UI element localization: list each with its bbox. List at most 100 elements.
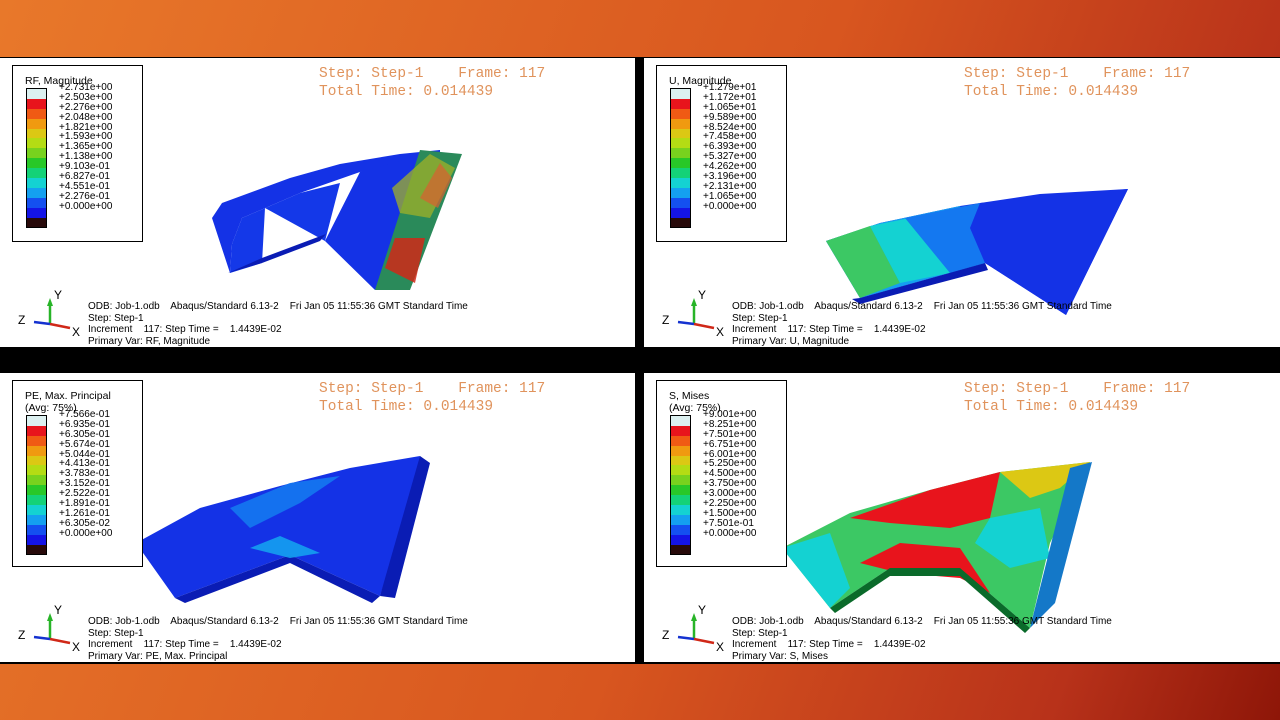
total-time-line: Total Time: 0.014439 (964, 399, 1139, 415)
step-frame-line: Step: Step-1 Frame: 117 (964, 381, 1191, 397)
odb-info-block: ODB: Job-1.odb Abaqus/Standard 6.13-2 Fr… (88, 616, 468, 662)
x-axis-label: X (716, 325, 724, 339)
legend-swatch (671, 455, 690, 466)
legend-value: +4.551e-01 (59, 180, 110, 192)
y-axis-label: Y (54, 290, 62, 302)
legend-title: S, Mises (Avg: 75%) (669, 390, 721, 414)
legend-swatch (671, 445, 690, 456)
coordinate-triad[interactable]: X Y Z (662, 605, 726, 657)
legend-value: +6.935e-01 (59, 418, 110, 430)
increment-line: Increment 117: Step Time = 1.4439E-02 (732, 639, 926, 650)
primary-var: Primary Var: S, Mises (732, 650, 828, 662)
legend-value: +5.674e-01 (59, 438, 110, 450)
fem-model-contour[interactable] (0, 373, 635, 662)
legend-value: +4.413e-01 (59, 458, 110, 470)
legend-value: +0.000e+00 (59, 200, 113, 212)
coordinate-triad[interactable]: X Y Z (662, 290, 726, 342)
viewport-u-magnitude[interactable]: U, Magnitude +1.279e+01 +1.172e+01 +1.065e+… (644, 58, 1280, 347)
legend-value: +3.000e+00 (703, 488, 757, 500)
viewport-rf-magnitude[interactable]: RF, Magnitude +2.731e+00 +2.503e+00 +2.276e… (0, 58, 635, 347)
legend-swatch (671, 138, 690, 149)
legend-swatch (671, 544, 690, 555)
y-axis-label: Y (698, 605, 706, 617)
x-axis-label: X (72, 325, 80, 339)
increment-line: Increment 117: Step Time = 1.4439E-02 (88, 639, 282, 650)
legend-swatch (671, 178, 690, 188)
legend-swatch (671, 148, 690, 159)
legend-swatch (671, 187, 690, 198)
legend-value: +1.261e-01 (59, 507, 110, 519)
legend-value: +6.393e+00 (703, 141, 757, 153)
viewport-s-mises[interactable]: S, Mises (Avg: 75%) +9.001e+00 +8.251e+00 +… (644, 373, 1280, 662)
legend-value: +2.276e+00 (59, 101, 113, 113)
legend-swatch (27, 524, 46, 535)
legend-value: +6.305e-01 (59, 428, 110, 440)
x-axis-label: X (716, 640, 724, 654)
legend-swatch (671, 416, 690, 426)
legend-value: +3.750e+00 (703, 478, 757, 490)
legend-value: +2.522e-01 (59, 488, 110, 500)
x-axis-label: X (72, 640, 80, 654)
odb-line: ODB: Job-1.odb Abaqus/Standard 6.13-2 Fr… (88, 301, 468, 312)
odb-line: ODB: Job-1.odb Abaqus/Standard 6.13-2 Fr… (732, 616, 1112, 627)
legend-value: +1.065e+01 (703, 101, 757, 113)
odb-info-block: ODB: Job-1.odb Abaqus/Standard 6.13-2 Fr… (88, 301, 468, 347)
legend-value: +6.305e-02 (59, 517, 110, 529)
odb-info-block: ODB: Job-1.odb Abaqus/Standard 6.13-2 Fr… (732, 616, 1112, 662)
legend-title: PE, Max. Principal (Avg: 75%) (25, 390, 111, 414)
fem-model-contour[interactable] (0, 58, 635, 347)
legend-value: +1.172e+01 (703, 91, 757, 103)
fem-model-contour[interactable] (644, 373, 1280, 662)
legend-value: +9.001e+00 (703, 409, 757, 420)
legend-swatch (27, 108, 46, 119)
viewport-pe-max-principal[interactable]: PE, Max. Principal (Avg: 75%) +7.566e-01 +… (0, 373, 635, 662)
legend-labels: +9.001e+00 +8.251e+00 +7.501e+00 +6.751e+00… (703, 410, 756, 539)
coordinate-triad[interactable]: X Y Z (18, 290, 82, 342)
increment-line: Increment 117: Step Time = 1.4439E-02 (732, 324, 926, 335)
legend-value: +1.821e+00 (59, 121, 113, 133)
legend-swatch (671, 465, 690, 476)
legend-swatch (27, 178, 46, 188)
legend-value: +2.503e+00 (59, 91, 113, 103)
legend-swatch (27, 187, 46, 198)
legend-value: +2.131e+00 (703, 180, 757, 192)
legend-swatch (671, 207, 690, 218)
legend-swatch (27, 98, 46, 109)
legend-swatch (27, 128, 46, 139)
primary-var: Primary Var: RF, Magnitude (88, 335, 211, 347)
step-frame-line: Step: Step-1 Frame: 117 (319, 66, 546, 82)
legend-color-bar (670, 415, 691, 556)
contour-legend: S, Mises (Avg: 75%) +9.001e+00 +8.251e+00 +… (656, 380, 787, 567)
step-name: Step: Step-1 (88, 627, 144, 639)
legend-labels: +7.566e-01 +6.935e-01 +6.305e-01 +5.674e-01… (59, 410, 112, 539)
legend-swatch (27, 217, 46, 228)
legend-value: +4.262e+00 (703, 161, 757, 173)
legend-value: +1.500e+00 (703, 507, 757, 519)
legend-swatch (27, 118, 46, 129)
legend-swatch (27, 495, 46, 506)
legend-swatch (27, 138, 46, 149)
legend-value: +5.327e+00 (703, 151, 757, 163)
increment-line: Increment 117: Step Time = 1.4439E-02 (88, 324, 282, 335)
legend-value: +8.251e+00 (703, 418, 757, 430)
legend-swatch (671, 168, 690, 179)
legend-value: +7.501e-01 (703, 517, 754, 529)
legend-swatch (671, 475, 690, 486)
legend-swatch (671, 217, 690, 228)
legend-value: +3.196e+00 (703, 171, 757, 183)
legend-swatch (671, 495, 690, 506)
step-frame-line: Step: Step-1 Frame: 117 (964, 66, 1191, 82)
legend-value: +3.783e-01 (59, 468, 110, 480)
legend-swatch (27, 416, 46, 426)
legend-value: +2.276e-01 (59, 190, 110, 202)
legend-value: +1.279e+01 (703, 82, 757, 93)
total-time-line: Total Time: 0.014439 (964, 84, 1139, 100)
legend-swatch (27, 435, 46, 446)
legend-swatch (27, 197, 46, 208)
coordinate-triad[interactable]: X Y Z (18, 605, 82, 657)
fem-model-contour[interactable] (644, 58, 1280, 347)
step-frame-header: Step: Step-1 Frame: 117 Total Time: 0.014… (964, 380, 1270, 416)
legend-swatch (27, 534, 46, 545)
legend-value: +9.103e-01 (59, 161, 110, 173)
step-frame-line: Step: Step-1 Frame: 117 (319, 381, 546, 397)
